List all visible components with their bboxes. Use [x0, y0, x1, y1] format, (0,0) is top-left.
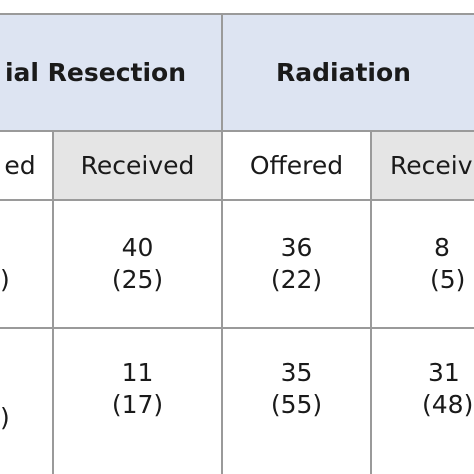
column-divider — [370, 130, 372, 474]
row-divider — [0, 199, 474, 201]
row-divider — [0, 327, 474, 329]
group-header-label: Radiation — [276, 58, 411, 87]
cell-count: 31 — [428, 358, 460, 387]
cell-offered-radiation: 35 (55) — [223, 329, 370, 449]
cell-count: 40 — [121, 233, 154, 262]
cell-partial: ) — [0, 402, 10, 432]
cell-received-left: 11 (17) — [54, 329, 221, 449]
subheader-label: Receiv — [390, 151, 473, 180]
subheader-offered-radiation: Offered — [223, 132, 370, 201]
cell-count: 36 — [280, 233, 313, 262]
subheader-label: Offered — [249, 151, 344, 180]
cell-count: 11 — [121, 358, 154, 387]
cell-count: 8 — [434, 233, 450, 262]
subheader-received-left: Received — [54, 132, 221, 201]
column-divider — [221, 13, 223, 474]
column-divider — [52, 130, 54, 474]
subheader-label: Received — [80, 151, 195, 180]
cell-offered-radiation: 36 (22) — [223, 201, 370, 327]
table-row: ) — [0, 201, 52, 327]
cell-percent: (17) — [111, 390, 164, 419]
cell-received-radiation: 8 (5) — [372, 201, 474, 327]
subheader-label: ed — [4, 151, 36, 180]
table-top-border — [0, 13, 474, 15]
cell-percent: (55) — [270, 390, 323, 419]
cell-received-left: 40 (25) — [54, 201, 221, 327]
group-header-radiation: Radiation — [223, 15, 474, 132]
group-header-label: ial Resection — [4, 58, 187, 87]
subheader-received-radiation: Receiv — [372, 132, 474, 201]
cell-received-radiation: 31 (48) — [372, 329, 474, 449]
cell-percent: (5) — [430, 265, 466, 294]
cell-count: 35 — [280, 358, 313, 387]
cell-percent: (48) — [422, 390, 474, 419]
subheader-offered-left: ed — [0, 132, 52, 201]
cell-percent: (25) — [111, 265, 164, 294]
cell-percent: (22) — [270, 265, 323, 294]
table-row: ) — [0, 329, 52, 474]
group-header-partial-resection: ial Resection — [0, 15, 221, 132]
cell-partial: ) — [0, 265, 10, 294]
